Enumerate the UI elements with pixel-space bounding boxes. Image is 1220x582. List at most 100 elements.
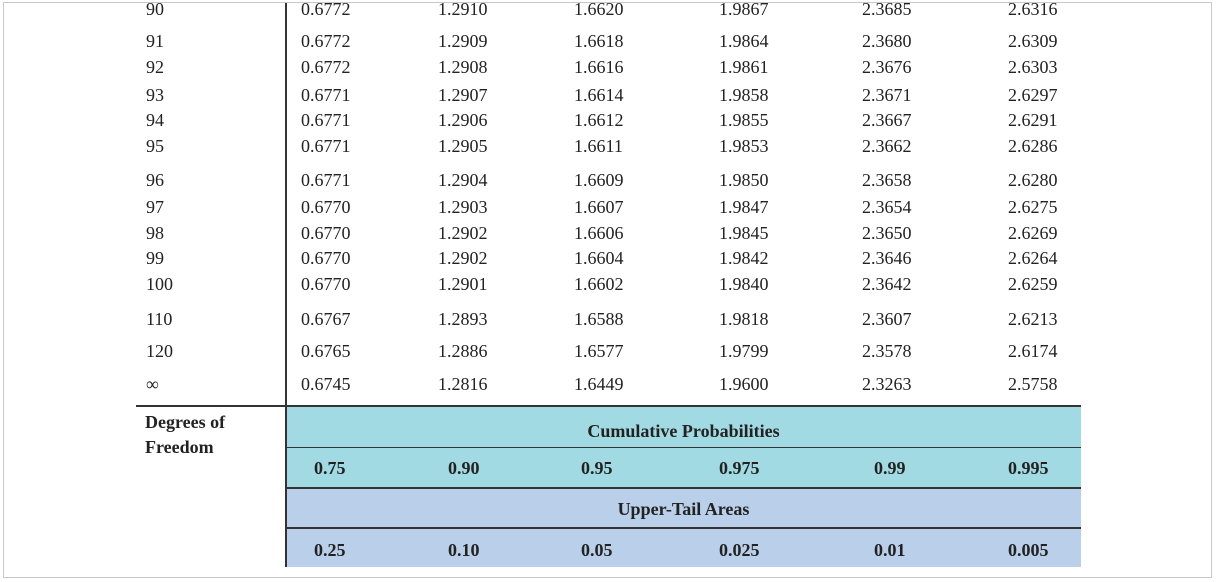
value-cell: 2.6264	[1008, 248, 1058, 268]
value-cell: 2.6269	[1008, 223, 1058, 243]
value-cell: 2.3607	[862, 309, 912, 329]
df-cell: 110	[146, 309, 173, 329]
value-cell: 1.9840	[719, 274, 769, 294]
df-cell: 93	[146, 85, 164, 105]
value-cell: 1.2902	[438, 223, 488, 243]
value-cell: 1.6612	[574, 110, 624, 130]
df-cell: 92	[146, 57, 164, 77]
value-cell: 2.3650	[862, 223, 912, 243]
value-cell: 0.6770	[301, 197, 351, 217]
value-cell: 1.2905	[438, 136, 488, 156]
value-cell: 2.3680	[862, 31, 912, 51]
value-cell: 2.6213	[1008, 309, 1058, 329]
value-cell: 0.6767	[301, 309, 351, 329]
upper-tail-area: 0.25	[314, 540, 346, 560]
df-cell: 90	[146, 2, 164, 19]
value-cell: 2.3263	[862, 374, 912, 394]
value-cell: 1.6618	[574, 31, 624, 51]
upper-tail-area: 0.05	[581, 540, 613, 560]
column-rule	[285, 3, 287, 567]
value-cell: 0.6771	[301, 110, 351, 130]
band-rule	[286, 447, 1081, 448]
value-cell: 1.9818	[719, 309, 769, 329]
value-cell: 1.9861	[719, 57, 769, 77]
cumulative-prob: 0.99	[874, 458, 906, 478]
value-cell: 2.3667	[862, 110, 912, 130]
value-cell: 1.6607	[574, 197, 624, 217]
value-cell: 0.6770	[301, 223, 351, 243]
value-cell: 1.6609	[574, 170, 624, 190]
value-cell: 2.3671	[862, 85, 912, 105]
value-cell: 1.9845	[719, 223, 769, 243]
value-cell: 2.3662	[862, 136, 912, 156]
upper-tail-area: 0.10	[448, 540, 480, 560]
df-cell: ∞	[146, 374, 159, 394]
value-cell: 1.9867	[719, 2, 769, 19]
cumulative-prob: 0.95	[581, 458, 613, 478]
value-cell: 2.6174	[1008, 341, 1058, 361]
value-cell: 1.2906	[438, 110, 488, 130]
value-cell: 0.6772	[301, 57, 351, 77]
value-cell: 1.6606	[574, 223, 624, 243]
value-cell: 1.9842	[719, 248, 769, 268]
value-cell: 1.9853	[719, 136, 769, 156]
value-cell: 0.6770	[301, 274, 351, 294]
value-cell: 1.2903	[438, 197, 488, 217]
value-cell: 2.6309	[1008, 31, 1058, 51]
value-cell: 1.2816	[438, 374, 488, 394]
value-cell: 0.6771	[301, 85, 351, 105]
value-cell: 2.3654	[862, 197, 912, 217]
value-cell: 1.9855	[719, 110, 769, 130]
df-cell: 94	[146, 110, 164, 130]
value-cell: 1.9850	[719, 170, 769, 190]
value-cell: 0.6772	[301, 2, 351, 19]
value-cell: 1.6616	[574, 57, 624, 77]
band-rule	[286, 527, 1081, 529]
df-cell: 91	[146, 31, 164, 51]
cumulative-prob: 0.995	[1008, 458, 1049, 478]
value-cell: 2.3685	[862, 2, 912, 19]
value-cell: 0.6771	[301, 136, 351, 156]
value-cell: 1.2908	[438, 57, 488, 77]
value-cell: 1.2893	[438, 309, 488, 329]
value-cell: 1.9858	[719, 85, 769, 105]
value-cell: 2.3642	[862, 274, 912, 294]
value-cell: 2.6303	[1008, 57, 1058, 77]
value-cell: 0.6771	[301, 170, 351, 190]
value-cell: 0.6772	[301, 31, 351, 51]
value-cell: 2.3658	[862, 170, 912, 190]
value-cell: 2.6297	[1008, 85, 1058, 105]
value-cell: 2.6286	[1008, 136, 1058, 156]
value-cell: 1.6588	[574, 309, 624, 329]
value-cell: 1.9864	[719, 31, 769, 51]
df-cell: 100	[146, 274, 173, 294]
cumulative-prob: 0.975	[719, 458, 760, 478]
value-cell: 2.6259	[1008, 274, 1058, 294]
value-cell: 1.6577	[574, 341, 624, 361]
table-frame: Degrees of Freedom Cumulative Probabilit…	[3, 2, 1212, 578]
value-cell: 0.6770	[301, 248, 351, 268]
df-cell: 97	[146, 197, 164, 217]
value-cell: 1.2907	[438, 85, 488, 105]
value-cell: 1.6602	[574, 274, 624, 294]
cumulative-title: Cumulative Probabilities	[587, 421, 780, 441]
cumulative-prob: 0.75	[314, 458, 346, 478]
value-cell: 2.6280	[1008, 170, 1058, 190]
upper-tail-title: Upper-Tail Areas	[617, 499, 750, 519]
value-cell: 1.6449	[574, 374, 624, 394]
value-cell: 0.6745	[301, 374, 351, 394]
value-cell: 1.2901	[438, 274, 488, 294]
value-cell: 1.6614	[574, 85, 624, 105]
value-cell: 2.3578	[862, 341, 912, 361]
df-cell: 120	[146, 341, 173, 361]
df-cell: 99	[146, 248, 164, 268]
cumulative-prob: 0.90	[448, 458, 480, 478]
value-cell: 2.6291	[1008, 110, 1058, 130]
value-cell: 1.9600	[719, 374, 769, 394]
value-cell: 2.3646	[862, 248, 912, 268]
value-cell: 1.2902	[438, 248, 488, 268]
value-cell: 1.6620	[574, 2, 624, 19]
upper-tail-area: 0.025	[719, 540, 760, 560]
upper-tail-area: 0.01	[874, 540, 906, 560]
